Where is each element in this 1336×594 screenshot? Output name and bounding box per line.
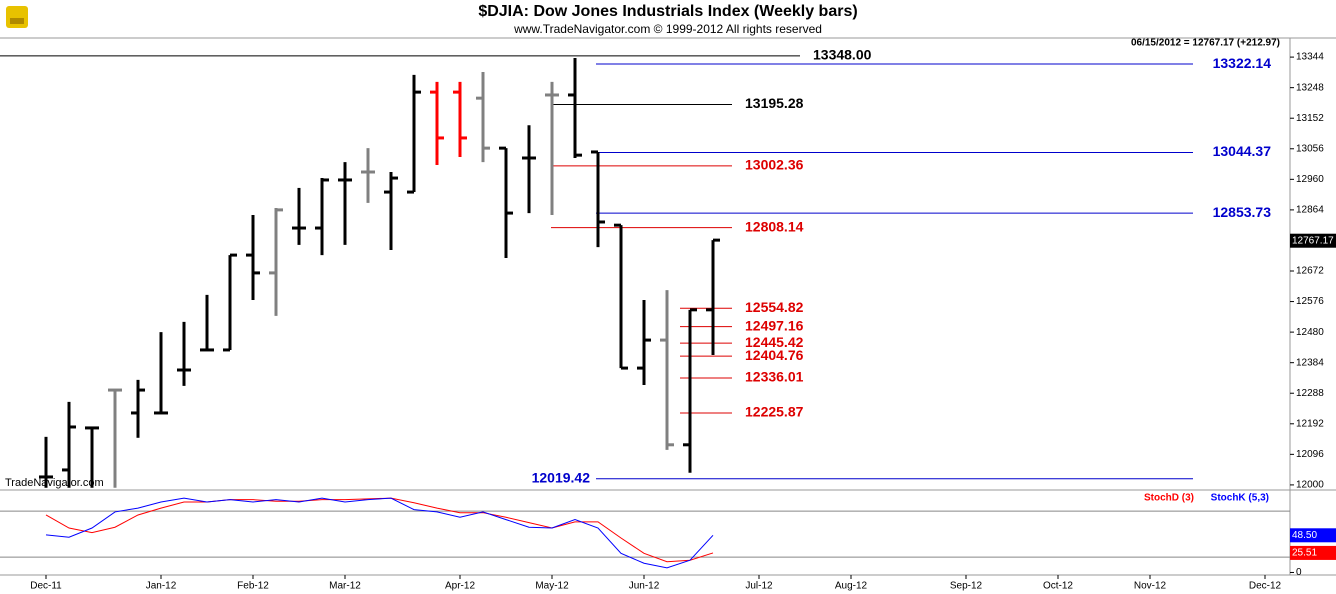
level-label: 12225.87	[745, 404, 804, 420]
stoch-line	[45, 497, 714, 569]
x-tick-label: Jan-12	[146, 581, 177, 592]
last-value-box	[1290, 545, 1336, 560]
subtitle: www.TradeNavigator.com © 1999-2012 All r…	[513, 22, 822, 36]
frame	[0, 37, 1336, 576]
level-label: 13002.36	[745, 157, 804, 173]
level-label: 13195.28	[745, 95, 804, 111]
x-tick-label: Jun-12	[629, 581, 660, 592]
last-value-box	[1290, 528, 1336, 543]
y-tick-label: 0	[1296, 567, 1302, 578]
info: 06/15/2012 = 12767.17 (+212.97)	[1131, 38, 1280, 49]
legend-entry: StochK (5,3)	[1211, 493, 1269, 504]
watermark: TradeNavigator.com	[5, 477, 104, 489]
last-value-label: 25.51	[1292, 548, 1317, 559]
x-tick-label: Dec-11	[30, 581, 62, 592]
y-tick-label: 12864	[1296, 205, 1324, 216]
x-tick-label: Aug-12	[835, 581, 868, 592]
x-tick-label: Mar-12	[329, 581, 361, 592]
y-tick-label: 13152	[1296, 113, 1324, 124]
level-label: 12853.73	[1213, 204, 1272, 220]
level-label: 12404.76	[745, 347, 804, 363]
level-label: 12336.01	[745, 369, 804, 385]
y-tick-label: 12384	[1296, 357, 1324, 368]
y-tick-label: 13344	[1296, 52, 1324, 63]
x-tick-label: May-12	[535, 581, 569, 592]
level-label: 12554.82	[745, 299, 804, 315]
y-tick-label: 12000	[1296, 480, 1324, 491]
x-tick-label: Sep-12	[950, 581, 983, 592]
level-label: 13044.37	[1213, 143, 1272, 159]
legend-entry: StochD (3)	[1144, 493, 1194, 504]
level-label: 13348.00	[813, 47, 872, 63]
y-tick-label: 12192	[1296, 418, 1324, 429]
x-tick-label: Nov-12	[1134, 581, 1167, 592]
y-tick-label: 12960	[1296, 174, 1324, 185]
y-tick-label: 12576	[1296, 296, 1324, 307]
y-tick-label: 12480	[1296, 327, 1324, 338]
x-tick-label: Oct-12	[1043, 581, 1073, 592]
y-tick-label: 12096	[1296, 449, 1324, 460]
y-tick-label: 12672	[1296, 266, 1324, 277]
x-tick-label: Feb-12	[237, 581, 269, 592]
level-label: 12808.14	[745, 218, 804, 234]
level-label: 13322.14	[1213, 55, 1272, 71]
y-tick-label: 12288	[1296, 388, 1324, 399]
logo	[6, 6, 28, 28]
last-value-label: 48.50	[1292, 530, 1317, 541]
level-label: 12019.42	[532, 469, 591, 485]
y-tick-label: 13056	[1296, 143, 1324, 154]
last-price-label: 12767.17	[1292, 235, 1334, 246]
level-label: 12497.16	[745, 317, 804, 333]
y-tick-label: 13248	[1296, 82, 1324, 93]
x-tick-label: Jul-12	[745, 581, 773, 592]
last-price-box	[1290, 233, 1336, 248]
x-tick-label: Dec-12	[1249, 581, 1282, 592]
x-tick-label: Apr-12	[445, 581, 475, 592]
level-label: 12445.42	[745, 334, 804, 350]
chart-title: $DJIA: Dow Jones Industrials Index (Week…	[478, 3, 857, 20]
